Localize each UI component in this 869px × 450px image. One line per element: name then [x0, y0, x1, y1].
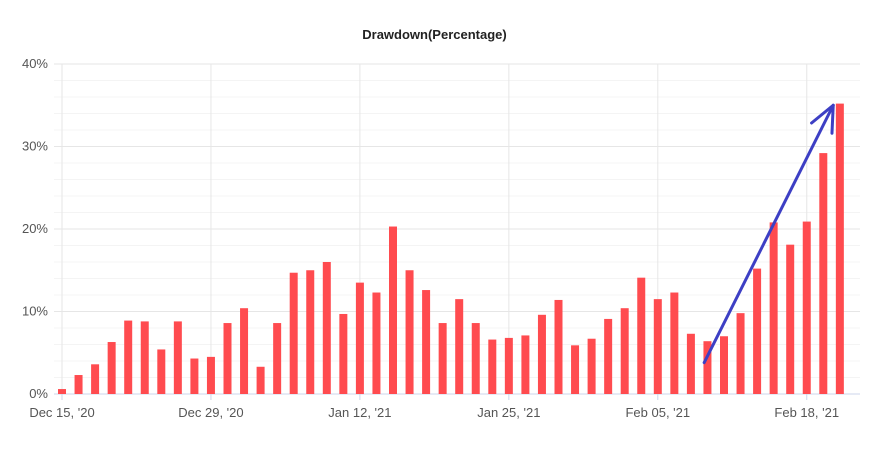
drawdown-bar[interactable]	[753, 268, 762, 394]
drawdown-bar[interactable]	[653, 299, 662, 394]
bars	[58, 103, 844, 394]
y-tick-label: 0%	[29, 386, 48, 401]
drawdown-bar[interactable]	[819, 153, 828, 394]
drawdown-bar[interactable]	[736, 313, 745, 394]
axes: 0% 10% 20% 30% 40% Dec 15, '20 Dec 29, '20 Jan …	[22, 56, 839, 420]
drawdown-bar[interactable]	[355, 282, 364, 394]
drawdown-bar[interactable]	[504, 337, 513, 394]
drawdown-bar[interactable]	[74, 375, 83, 394]
drawdown-bar[interactable]	[157, 349, 166, 394]
trend-arrow-shaft	[702, 103, 835, 365]
drawdown-bar[interactable]	[173, 321, 182, 394]
drawdown-bar[interactable]	[686, 333, 695, 394]
y-tick-label: 10%	[22, 304, 48, 319]
drawdown-bar[interactable]	[256, 366, 265, 394]
x-tick-label: Jan 12, '21	[328, 405, 391, 420]
drawdown-bar[interactable]	[802, 221, 811, 394]
drawdown-bar[interactable]	[670, 292, 679, 394]
drawdown-bar[interactable]	[339, 313, 348, 394]
y-tick-label: 40%	[22, 56, 48, 71]
drawdown-bar[interactable]	[223, 323, 232, 394]
drawdown-bar[interactable]	[587, 338, 596, 394]
drawdown-bar[interactable]	[389, 226, 397, 394]
drawdown-bar[interactable]	[438, 323, 447, 394]
drawdown-bar[interactable]	[58, 389, 66, 394]
drawdown-bar[interactable]	[471, 323, 480, 394]
drawdown-bar[interactable]	[107, 342, 116, 394]
drawdown-bar[interactable]	[604, 318, 613, 394]
drawdown-bar[interactable]	[786, 244, 795, 394]
drawdown-bar[interactable]	[240, 308, 249, 394]
x-tick-label: Feb 18, '21	[774, 405, 839, 420]
chart-title: Drawdown(Percentage)	[362, 27, 507, 42]
drawdown-bar[interactable]	[720, 336, 728, 394]
x-tick-label: Feb 05, '21	[625, 405, 690, 420]
x-tick-label: Jan 25, '21	[477, 405, 540, 420]
drawdown-bar[interactable]	[91, 364, 100, 394]
drawdown-bar[interactable]	[620, 308, 629, 394]
drawdown-bar[interactable]	[405, 270, 414, 394]
drawdown-bar[interactable]	[140, 321, 149, 394]
drawdown-bar[interactable]	[306, 270, 315, 394]
x-tick-label: Dec 29, '20	[178, 405, 243, 420]
drawdown-bar[interactable]	[124, 320, 133, 394]
y-tick-label: 30%	[22, 139, 48, 154]
x-tick-label: Dec 15, '20	[29, 405, 94, 420]
trend-arrow-head	[810, 103, 835, 135]
annotation	[702, 103, 835, 365]
drawdown-bar[interactable]	[206, 356, 215, 394]
drawdown-bar[interactable]	[372, 292, 381, 394]
y-tick-label: 20%	[22, 221, 48, 236]
drawdown-bar[interactable]	[422, 290, 431, 394]
drawdown-bar[interactable]	[488, 339, 497, 394]
drawdown-bar[interactable]	[769, 222, 778, 394]
drawdown-bar[interactable]	[455, 299, 464, 394]
drawdown-bar[interactable]	[190, 358, 199, 394]
drawdown-bar[interactable]	[537, 314, 546, 394]
drawdown-bar[interactable]	[554, 299, 563, 394]
drawdown-bar[interactable]	[521, 335, 530, 394]
drawdown-bar[interactable]	[637, 277, 646, 394]
drawdown-bar[interactable]	[273, 323, 282, 394]
drawdown-bar[interactable]	[703, 341, 712, 394]
drawdown-bar[interactable]	[835, 103, 844, 394]
drawdown-bar[interactable]	[322, 262, 331, 394]
drawdown-bar[interactable]	[571, 345, 580, 394]
drawdown-bar[interactable]	[289, 272, 298, 394]
